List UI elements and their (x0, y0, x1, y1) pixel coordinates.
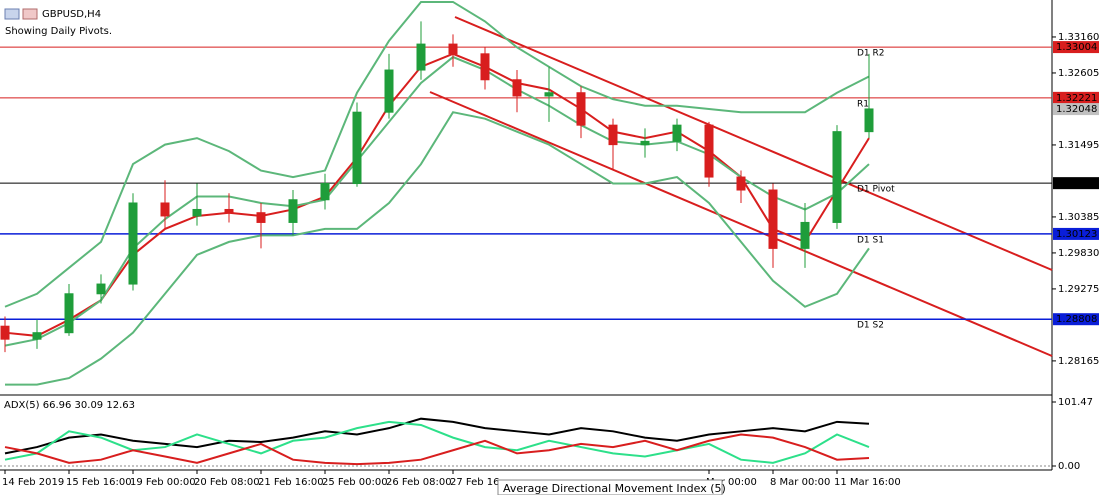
price-box-label: 1.32221 (1056, 93, 1097, 104)
pivot-label: D1 S2 (857, 321, 884, 331)
price-box (1053, 41, 1099, 54)
candle-body (416, 43, 426, 71)
candle-body (256, 212, 266, 223)
candle-body (384, 69, 394, 113)
candle-body (768, 189, 778, 249)
candle-body (480, 53, 490, 81)
chart-icon (4, 8, 20, 20)
x-tick-label: 20 Feb 08:00 (194, 477, 260, 488)
bollinger-band (5, 111, 870, 386)
y-tick-label: 1.33160 (1058, 32, 1099, 43)
x-tick-label: 8 Mar 00:00 (770, 477, 830, 488)
pivot-note: Showing Daily Pivots. (5, 26, 112, 37)
price-box (1053, 91, 1099, 104)
symbol: GBPUSD,H4 (42, 9, 101, 20)
x-tick-label: 19 Feb 00:00 (130, 477, 196, 488)
indicator-title: ADX(5) 66.96 30.09 12.63 (4, 400, 135, 411)
y-tick-label: 1.32605 (1058, 68, 1099, 79)
candle-body (512, 79, 522, 97)
x-tick-label: 11 Mar 16:00 (834, 477, 901, 488)
adx-line (4, 420, 870, 464)
candle-body (544, 92, 554, 97)
y-tick-label: 101.47 (1058, 397, 1093, 408)
tooltip: Average Directional Movement Index (5) (503, 482, 726, 495)
candle-body (864, 108, 874, 133)
tooltip-box (497, 479, 723, 495)
y-tick-label: 0.00 (1058, 461, 1080, 472)
price-box (1053, 313, 1099, 326)
adx-line (4, 417, 870, 455)
last-price-box (1053, 103, 1099, 116)
bollinger-band (4, 0, 870, 308)
moving-average (4, 52, 870, 337)
price-box (1053, 177, 1099, 190)
trendline[interactable] (454, 16, 1053, 271)
x-tick-label: 27 Feb 16: (450, 477, 503, 488)
trendline[interactable] (429, 91, 1053, 357)
adx-line (4, 433, 870, 466)
candle-body (0, 325, 10, 340)
price-box-label: 1.28808 (1056, 314, 1097, 325)
x-tick-label: 26 Feb 08:00 (386, 477, 452, 488)
pivot-label: D1 Pivot (857, 185, 895, 195)
candle-body (832, 131, 842, 223)
candle-body (320, 183, 330, 201)
y-tick-label: 1.29275 (1058, 284, 1099, 295)
y-tick-label: 1.28165 (1058, 356, 1099, 367)
candle-body (640, 140, 650, 146)
x-tick-label: 21 Feb 16:00 (258, 477, 324, 488)
bollinger-band (4, 55, 870, 347)
candle-body (128, 202, 138, 285)
price-box (1053, 227, 1099, 240)
candle-body (192, 208, 202, 217)
x-tick-label: 25 Feb 00:00 (322, 477, 388, 488)
price-box-label: 1.33004 (1056, 42, 1097, 53)
candle-body (448, 43, 458, 55)
price-box-label: 1.30123 (1056, 229, 1097, 240)
candle-body (576, 92, 586, 126)
candle-body (352, 111, 362, 185)
candle-body (96, 283, 106, 295)
x-tick-label: 15 Feb 16:00 (66, 477, 132, 488)
candle-body (800, 221, 810, 249)
pivot-label: R1 (857, 99, 869, 109)
candle-body (224, 208, 234, 214)
candle-body (288, 199, 298, 223)
y-tick-label: 1.31495 (1058, 140, 1099, 151)
pivot-label: D1 R2 (857, 49, 885, 59)
candle-body (672, 124, 682, 142)
x-tick-label: Mar 00:00 (706, 477, 757, 488)
candle-body (608, 124, 618, 146)
pivot-label: D1 S1 (857, 235, 884, 245)
chart-icon (22, 8, 38, 20)
y-tick-label: 1.29830 (1058, 248, 1099, 259)
candle-body (32, 332, 42, 340)
candle-body (704, 124, 714, 178)
price-box-label: 1.30906 (1056, 178, 1097, 189)
candle-body (64, 293, 74, 334)
candle-body (160, 202, 170, 217)
candle-body (736, 176, 746, 191)
last-price-label: 1.32048 (1056, 104, 1097, 115)
y-tick-label: 1.30385 (1058, 212, 1099, 223)
x-tick-label: 14 Feb 2019 (2, 477, 64, 488)
